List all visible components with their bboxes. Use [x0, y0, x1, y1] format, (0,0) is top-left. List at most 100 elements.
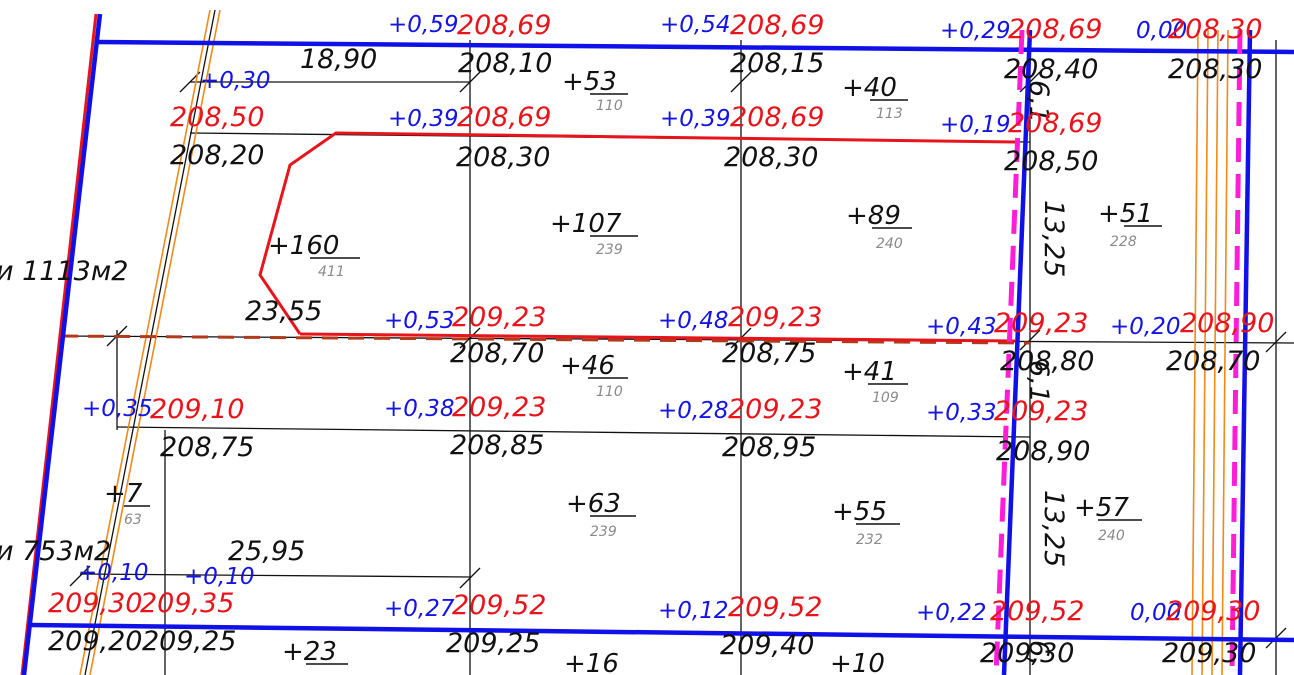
point-design: 209,23 — [452, 302, 546, 333]
point-work: +0,38 — [384, 396, 454, 422]
volume-label: +55 232 — [832, 497, 900, 548]
point-design: 208,69 — [1008, 14, 1102, 45]
point-natural: 208,30 — [724, 142, 818, 173]
volume-label: +51 228 — [1098, 199, 1162, 250]
volume-value: +40 — [842, 73, 897, 103]
tick-10 — [69, 565, 91, 587]
point-design: 208,69 — [1008, 108, 1102, 139]
point-design: 209,10 — [150, 394, 244, 425]
point-work: +0,10 — [184, 564, 254, 590]
volume-area: 110 — [596, 384, 623, 400]
point-design: 209,23 — [994, 396, 1088, 427]
tick-6 — [459, 327, 481, 349]
dimension-top: 18,90 — [300, 44, 377, 75]
point-work: +0,48 — [658, 308, 728, 334]
point-natural: 208,30 — [1168, 54, 1262, 85]
point-natural: 208,80 — [1000, 346, 1094, 377]
point-work: +0,39 — [388, 106, 458, 132]
dimension-vertical-3: 6,1 — [1023, 80, 1054, 123]
volume-label: +10 — [830, 649, 885, 675]
volume-area: 110 — [596, 98, 623, 114]
tick-8 — [1019, 329, 1041, 351]
volume-area: 228 — [1110, 234, 1137, 250]
tick-2 — [459, 71, 481, 93]
volume-label: +46 110 — [560, 351, 628, 400]
volume-label: +7 63 — [104, 479, 150, 528]
point-work: 0,00 — [1136, 18, 1187, 44]
volume-value: +107 — [550, 209, 622, 239]
orange-road-right — [1191, 29, 1229, 675]
point-work: +0,20 — [1110, 314, 1180, 340]
brown-dashed-line — [61, 334, 1031, 345]
volume-value: +57 — [1074, 493, 1129, 523]
volume-label: +160 411 — [268, 231, 360, 280]
volume-value: +63 — [566, 489, 621, 519]
point-design: 209,23 — [728, 394, 822, 425]
point-design: 208,69 — [730, 102, 824, 133]
point-work: +0,53 — [384, 308, 454, 334]
point-natural: 208,40 — [1004, 54, 1098, 85]
tick-3 — [730, 71, 752, 93]
point-natural: 208,85 — [450, 430, 544, 461]
volume-value: +89 — [846, 201, 901, 231]
point-work: +0,19 — [940, 112, 1010, 138]
point-design: 208,50 — [170, 102, 264, 133]
volume-label: +16 — [564, 649, 619, 675]
volume-label: +23 — [282, 637, 348, 667]
point-work: +0,59 — [388, 12, 458, 38]
point-design: 209,23 — [994, 308, 1088, 339]
point-natural: 208,95 — [722, 432, 816, 463]
volume-label: +63 239 — [566, 489, 636, 540]
volume-label: +53 110 — [562, 67, 628, 114]
point-natural: 209,40 — [720, 630, 814, 661]
point-natural: 208,70 — [450, 338, 544, 369]
volume-area: 240 — [1098, 528, 1125, 544]
point-design: 209,23 — [452, 392, 546, 423]
point-work: +0,39 — [660, 106, 730, 132]
black-road-left — [84, 9, 216, 675]
point-design: 209,52 — [452, 590, 546, 621]
point-natural: 208,50 — [1004, 146, 1098, 177]
volume-value: +160 — [268, 231, 339, 261]
volume-value: +41 — [842, 357, 897, 387]
point-natural: 209,20 — [48, 626, 142, 657]
point-work: +0,43 — [926, 314, 996, 340]
blue-boundaries — [21, 13, 1294, 675]
point-design: 208,69 — [457, 102, 551, 133]
volume-value: +23 — [282, 637, 337, 667]
point-natural: 209,25 — [446, 628, 540, 659]
point-work: 0,00 — [1130, 600, 1181, 626]
volume-area: 239 — [590, 524, 617, 540]
point-design: 209,23 — [728, 302, 822, 333]
point-natural: 208,75 — [722, 338, 816, 369]
volume-area: 232 — [856, 532, 883, 548]
point-design: 209,52 — [728, 592, 822, 623]
volume-area: 239 — [596, 242, 623, 258]
point-work: +0,35 — [82, 396, 152, 422]
point-work: +0,22 — [916, 600, 986, 626]
red-contour-top — [258, 131, 1016, 335]
point-work: +0,28 — [658, 398, 728, 424]
point-work: +0,27 — [384, 596, 455, 622]
volume-value: +7 — [104, 479, 143, 509]
point-work: +0,12 — [658, 598, 728, 624]
point-design: 209,30 — [48, 588, 142, 619]
red-contour-bottom — [299, 332, 1016, 343]
volume-area: 240 — [876, 236, 903, 252]
dimension-vertical-4: 6,1 — [1023, 360, 1054, 403]
orange-road-left — [79, 9, 221, 675]
point-natural: 208,70 — [1166, 346, 1260, 377]
point-work: +0,30 — [200, 68, 270, 94]
point-design: 208,90 — [1180, 308, 1274, 339]
tick-11 — [459, 567, 481, 589]
point-design: 209,35 — [140, 588, 234, 619]
volume-area: 63 — [124, 512, 142, 528]
volume-value: +51 — [1098, 199, 1153, 229]
area-label-upper: и 1113м2 — [0, 256, 128, 287]
dimension-bottom: 25,95 — [228, 536, 305, 567]
dimension-vertical-1: 13,25 — [1038, 200, 1069, 277]
point-natural: 209,30 — [1162, 638, 1256, 669]
volume-label: +89 240 — [846, 201, 912, 252]
point-design: 209,52 — [990, 596, 1084, 627]
